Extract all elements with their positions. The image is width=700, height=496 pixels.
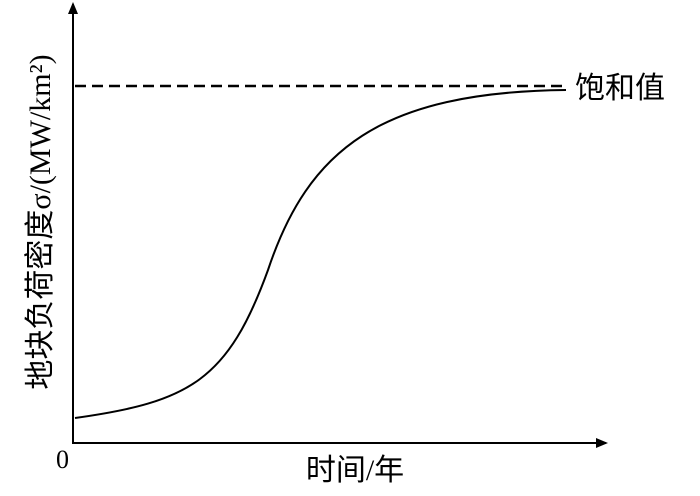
s-curve (74, 89, 567, 419)
y-axis-label: 地块负荷密度σ/(MW/km²) (24, 54, 57, 389)
x-axis-label: 时间/年 (306, 454, 404, 487)
saturation-label: 饱和值 (575, 72, 665, 105)
origin-label: 0 (56, 445, 69, 474)
